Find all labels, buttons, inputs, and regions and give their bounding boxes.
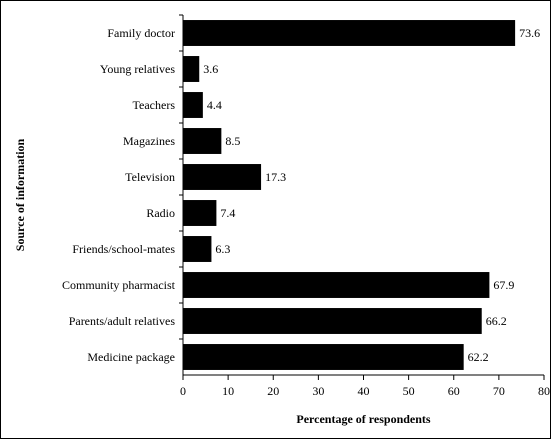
bar [183, 56, 200, 82]
category-label: Parents/adult relatives [69, 314, 176, 328]
value-label: 6.3 [215, 242, 230, 256]
x-tick-label: 10 [222, 384, 234, 398]
value-label: 8.5 [225, 134, 240, 148]
x-tick-label: 80 [538, 384, 550, 398]
value-label: 3.6 [203, 62, 218, 76]
value-label: 67.9 [493, 278, 514, 292]
x-tick-label: 30 [312, 384, 324, 398]
value-label: 7.4 [220, 206, 235, 220]
x-axis-title: Percentage of respondents [296, 412, 431, 426]
value-label: 73.6 [519, 26, 540, 40]
category-label: Friends/school-mates [72, 242, 175, 256]
x-ticks-group: 0 10 20 30 40 50 60 70 80 [180, 375, 550, 398]
bar [183, 128, 222, 154]
x-tick-label: 60 [448, 384, 460, 398]
x-tick-label: 0 [180, 384, 186, 398]
category-label: Medicine package [87, 350, 175, 364]
category-label: Teachers [133, 98, 176, 112]
bar [183, 164, 262, 190]
value-label: 66.2 [486, 314, 507, 328]
value-label: 4.4 [207, 98, 222, 112]
bar [183, 200, 217, 226]
category-labels-group: Family doctor Young relatives Teachers Maga… [62, 14, 183, 364]
x-tick-label: 50 [403, 384, 415, 398]
category-label: Community pharmacist [62, 278, 176, 292]
value-labels-group: 73.6 3.6 4.4 8.5 17.3 7.4 6.3 67.9 66.2 62.2 [203, 26, 540, 364]
value-label: 62.2 [468, 350, 489, 364]
bar [183, 272, 490, 298]
y-axis-title: Source of information [13, 138, 27, 251]
x-tick-label: 70 [493, 384, 505, 398]
x-tick-label: 40 [358, 384, 370, 398]
category-label: Radio [146, 206, 175, 220]
value-label: 17.3 [265, 170, 286, 184]
bar [183, 344, 464, 370]
category-label: Family doctor [107, 26, 175, 40]
category-label: Young relatives [100, 62, 175, 76]
bar [183, 20, 516, 46]
bar [183, 236, 212, 262]
bar [183, 92, 203, 118]
category-label: Television [125, 170, 175, 184]
category-label: Magazines [123, 134, 175, 148]
bars-group [183, 20, 516, 370]
x-tick-label: 20 [267, 384, 279, 398]
bar [183, 308, 482, 334]
